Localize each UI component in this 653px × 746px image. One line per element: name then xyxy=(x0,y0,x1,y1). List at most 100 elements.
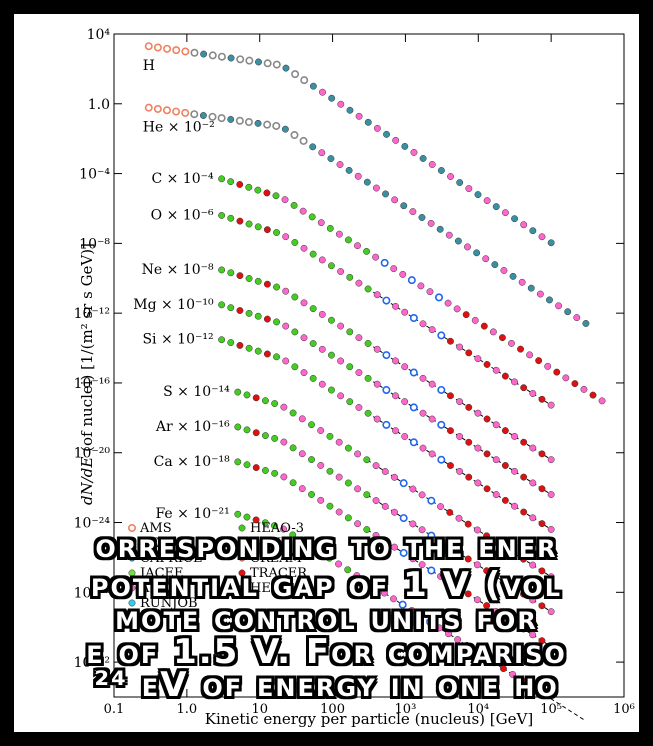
x-tick-label: 1.0 xyxy=(177,702,198,717)
data-point xyxy=(529,390,537,397)
data-point xyxy=(243,426,251,434)
data-point xyxy=(418,491,426,499)
x-tick-label: 10⁵ xyxy=(540,702,562,717)
data-point xyxy=(472,647,480,655)
data-point xyxy=(236,341,244,349)
data-point xyxy=(419,155,427,162)
data-point xyxy=(373,291,381,299)
data-point xyxy=(328,386,335,394)
data-point xyxy=(529,479,537,487)
data-point xyxy=(427,566,436,575)
species-label: C × 10⁻⁴ xyxy=(151,171,214,187)
data-point xyxy=(520,384,528,392)
data-point xyxy=(363,526,371,534)
legend-label: JACEE xyxy=(138,566,184,581)
data-point xyxy=(455,549,463,557)
species-label: He × 10⁻² xyxy=(143,120,215,136)
data-point xyxy=(354,242,361,250)
data-point xyxy=(464,590,472,598)
data-point xyxy=(208,51,217,60)
data-point xyxy=(529,561,537,569)
data-point xyxy=(464,555,472,563)
data-point xyxy=(510,584,518,592)
data-point xyxy=(492,203,500,211)
data-point xyxy=(419,374,427,382)
data-point xyxy=(363,491,371,499)
data-point xyxy=(362,577,370,585)
data-point xyxy=(392,427,399,435)
y-axis-label-rest: (of nuclei) [1/(m² sr s GeV)] xyxy=(78,243,96,457)
data-point xyxy=(252,394,260,402)
data-point xyxy=(427,219,435,227)
data-point xyxy=(344,514,352,522)
data-point xyxy=(409,485,417,493)
species-labels: H He × 10⁻² C × 10⁻⁴ O × 10⁻⁶ Ne × 10⁻⁸ Mg × … xyxy=(133,58,230,522)
data-point xyxy=(227,269,235,277)
data-point xyxy=(445,630,452,638)
data-point xyxy=(391,473,398,481)
data-point xyxy=(501,462,509,469)
data-point xyxy=(290,201,298,209)
data-point xyxy=(381,468,389,475)
legend-marker xyxy=(128,599,136,607)
data-point xyxy=(263,315,271,323)
legend-marker xyxy=(128,584,136,592)
data-point xyxy=(337,357,345,365)
data-point xyxy=(261,519,269,527)
data-point xyxy=(271,400,279,407)
data-point xyxy=(364,118,372,126)
data-point xyxy=(371,583,379,591)
data-point xyxy=(245,275,253,282)
data-point xyxy=(217,114,226,123)
data-point xyxy=(273,283,280,291)
data-point xyxy=(372,184,380,192)
data-point xyxy=(483,602,491,610)
data-point xyxy=(509,272,517,280)
data-point xyxy=(364,409,372,417)
data-point xyxy=(536,290,544,298)
data-point xyxy=(381,502,389,510)
data-point xyxy=(291,293,299,301)
data-point xyxy=(236,272,244,280)
data-point xyxy=(409,520,417,528)
data-point xyxy=(244,118,253,127)
data-point xyxy=(190,110,199,119)
data-point xyxy=(547,239,555,247)
data-point xyxy=(399,479,408,488)
data-point xyxy=(300,369,308,377)
data-point xyxy=(464,520,472,528)
legend-label: BESS xyxy=(140,536,177,551)
data-point xyxy=(326,467,334,475)
data-point xyxy=(355,279,363,287)
data-point xyxy=(547,643,555,650)
data-point xyxy=(492,456,500,464)
data-point xyxy=(511,502,518,510)
data-point xyxy=(326,224,334,232)
data-point xyxy=(282,233,290,241)
data-point xyxy=(172,46,181,55)
data-point xyxy=(263,350,271,358)
data-point xyxy=(426,288,434,296)
data-point xyxy=(483,532,491,540)
data-point xyxy=(511,467,518,475)
data-point xyxy=(382,190,389,198)
data-point xyxy=(236,181,244,188)
data-point xyxy=(392,136,400,144)
species-label: Ne × 10⁻⁸ xyxy=(142,262,214,278)
data-point xyxy=(419,320,427,328)
data-point xyxy=(520,221,528,229)
legend-label: HEAO-3 xyxy=(250,521,304,536)
data-point xyxy=(309,143,317,151)
data-point xyxy=(255,58,262,66)
data-point xyxy=(437,420,446,429)
legend-label: ATIC xyxy=(139,581,172,596)
data-point xyxy=(464,243,471,251)
chart-frame: H He × 10⁻² C × 10⁻⁴ O × 10⁻⁶ Ne × 10⁻⁸ Mg × … xyxy=(14,14,639,732)
data-point xyxy=(289,409,297,417)
data-point xyxy=(309,250,317,258)
data-point xyxy=(344,566,352,574)
data-point xyxy=(509,670,517,678)
data-point xyxy=(401,142,409,150)
data-point xyxy=(364,285,372,293)
data-point xyxy=(437,385,446,394)
